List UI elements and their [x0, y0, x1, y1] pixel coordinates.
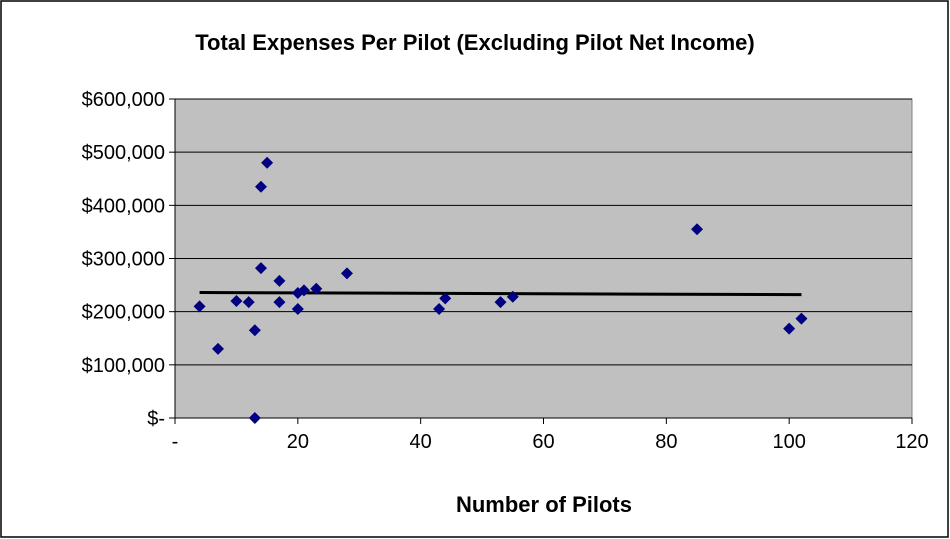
y-tick-label: $200,000 — [82, 302, 165, 324]
y-tick-label: $600,000 — [82, 89, 165, 111]
data-point — [297, 284, 310, 297]
y-tick-label: $- — [147, 408, 165, 430]
data-point — [248, 324, 261, 337]
x-tick-label: 20 — [287, 431, 309, 453]
data-point — [795, 312, 808, 325]
trendline — [199, 291, 802, 297]
x-tick-label: 120 — [895, 431, 928, 453]
chart-title: Total Expenses Per Pilot (Excluding Pilo… — [195, 30, 754, 55]
data-point — [783, 322, 796, 335]
data-point — [273, 296, 286, 309]
y-tick-label: $300,000 — [82, 249, 165, 271]
data-point — [248, 412, 261, 424]
data-point — [254, 262, 267, 275]
data-point — [433, 303, 446, 316]
data-point — [291, 303, 304, 316]
x-tick-label: 40 — [410, 431, 432, 453]
data-point — [254, 180, 267, 193]
data-point — [193, 300, 206, 313]
data-point — [310, 282, 323, 295]
data-point — [506, 290, 519, 303]
data-point — [242, 296, 255, 309]
y-tick-label: $500,000 — [82, 142, 165, 164]
data-point — [261, 156, 274, 169]
data-point — [439, 292, 452, 305]
data-point — [340, 267, 353, 280]
y-tick-label: $100,000 — [82, 355, 165, 377]
data-point — [691, 223, 704, 236]
data-point — [230, 295, 243, 308]
x-tick-label: - — [172, 431, 179, 453]
plot-area: $- $100,000 $200,000 $300,000 $400,000 $500,0… — [82, 89, 929, 453]
data-point — [211, 342, 224, 355]
x-tick-label: 100 — [772, 431, 805, 453]
x-tick-label: 80 — [655, 431, 677, 453]
y-tick-label: $400,000 — [82, 195, 165, 217]
x-tick-label: 60 — [532, 431, 554, 453]
data-point — [273, 274, 286, 287]
x-axis-title: Number of Pilots — [456, 492, 632, 517]
data-point — [494, 296, 507, 309]
